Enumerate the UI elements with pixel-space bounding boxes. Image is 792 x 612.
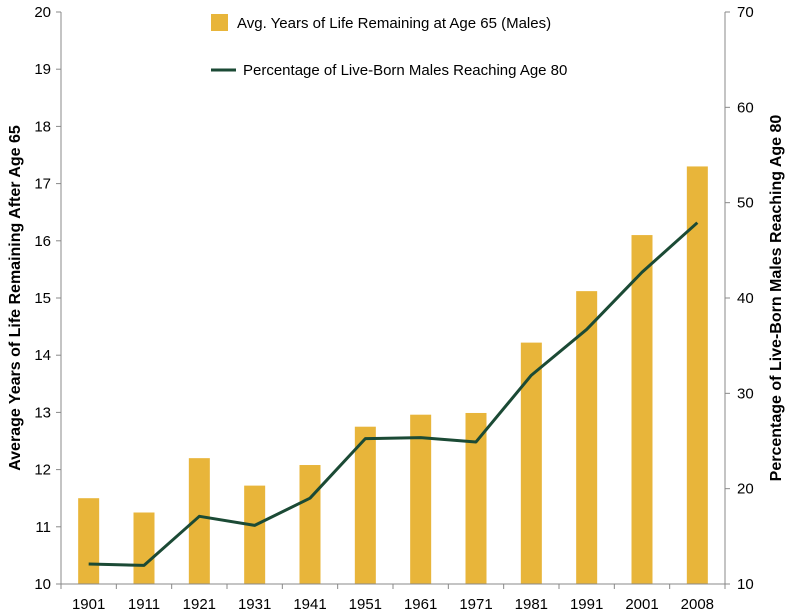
bar [188, 458, 210, 584]
line-series [88, 221, 699, 567]
bar [410, 414, 432, 584]
right-tick-label: 40 [737, 290, 754, 307]
left-tick-label: 19 [34, 61, 51, 78]
x-tick-label: 1991 [570, 596, 603, 612]
legend-line-label: Percentage of Live-Born Males Reaching A… [243, 62, 567, 79]
x-tick-label: 1971 [459, 596, 492, 612]
left-axis-title: Average Years of Life Remaining After Ag… [7, 125, 24, 471]
bar [465, 412, 487, 584]
x-tick-label: 1981 [515, 596, 548, 612]
left-axis-ticks: 10 11 12 13 14 15 16 17 18 19 20 [34, 4, 61, 593]
x-tick-label: 1931 [238, 596, 271, 612]
x-tick-label: 1901 [72, 596, 105, 612]
left-tick-label: 15 [34, 290, 51, 307]
bar [133, 512, 155, 584]
bar [299, 465, 321, 584]
left-tick-label: 14 [34, 347, 51, 364]
left-tick-label: 10 [34, 576, 51, 593]
legend-bar-swatch [211, 14, 228, 31]
left-tick-label: 16 [34, 233, 51, 250]
legend-bar-label: Avg. Years of Life Remaining at Age 65 (… [237, 15, 551, 32]
right-tick-label: 60 [737, 99, 754, 116]
bar [244, 485, 266, 584]
right-tick-label: 20 [737, 481, 754, 498]
right-tick-label: 50 [737, 195, 754, 212]
x-tick-label: 1911 [128, 596, 160, 612]
axes: 10 11 12 13 14 15 16 17 18 19 20 10 20 30 40 50 60 70 19… [34, 4, 753, 612]
bar [631, 235, 653, 584]
bar [520, 342, 542, 584]
bar [686, 166, 708, 584]
left-tick-label: 11 [35, 519, 51, 536]
x-tick-label: 2001 [625, 596, 658, 612]
left-tick-label: 18 [34, 118, 51, 135]
series-line [88, 221, 699, 567]
left-tick-label: 20 [34, 4, 51, 21]
right-axis-title: Percentage of Live-Born Males Reaching A… [768, 115, 785, 482]
bar [576, 291, 598, 584]
right-tick-label: 70 [737, 4, 754, 21]
x-axis-ticks: 1901 1911 1921 1931 1941 1951 1961 1971 1981 1991… [60, 584, 726, 612]
left-tick-label: 13 [34, 404, 51, 421]
legend: Avg. Years of Life Remaining at Age 65 (… [211, 14, 567, 79]
left-tick-label: 17 [34, 176, 51, 193]
x-tick-label: 1941 [293, 596, 326, 612]
bar-series [78, 166, 708, 584]
x-tick-label: 1951 [349, 596, 382, 612]
left-tick-label: 12 [34, 462, 51, 479]
x-tick-label: 2008 [681, 596, 714, 612]
x-tick-label: 1961 [404, 596, 437, 612]
bar [78, 498, 100, 584]
x-tick-label: 1921 [183, 596, 216, 612]
right-tick-label: 30 [737, 385, 754, 402]
right-tick-label: 10 [737, 576, 754, 593]
right-axis-ticks: 10 20 30 40 50 60 70 [725, 4, 754, 593]
bar [354, 426, 376, 584]
